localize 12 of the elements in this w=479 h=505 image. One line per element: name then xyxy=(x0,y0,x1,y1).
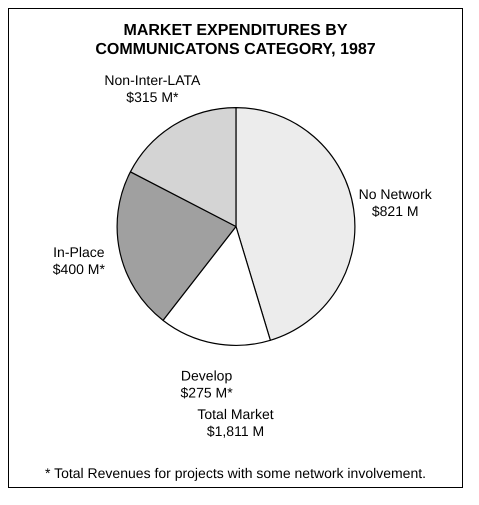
text: * Total Revenues for projects with some network involvement. xyxy=(44,465,428,481)
chart-title: MARKET EXPENDITURES BY COMMUNICATONS CATEGORY, 1987 xyxy=(94,21,377,59)
data-label: $275 M* xyxy=(180,384,233,401)
slice-label: In-Place xyxy=(52,244,104,260)
slice-label: Non-Inter-LATA xyxy=(104,72,201,88)
data-label: $315 M* xyxy=(126,89,179,106)
text: $1,811 M xyxy=(206,423,266,440)
text: Total Market xyxy=(196,406,275,423)
slice-label: Develop xyxy=(180,368,232,384)
data-label: $400 M* xyxy=(52,260,105,277)
data-label: $821 M xyxy=(371,203,418,219)
slice-label: No Network xyxy=(358,186,432,202)
